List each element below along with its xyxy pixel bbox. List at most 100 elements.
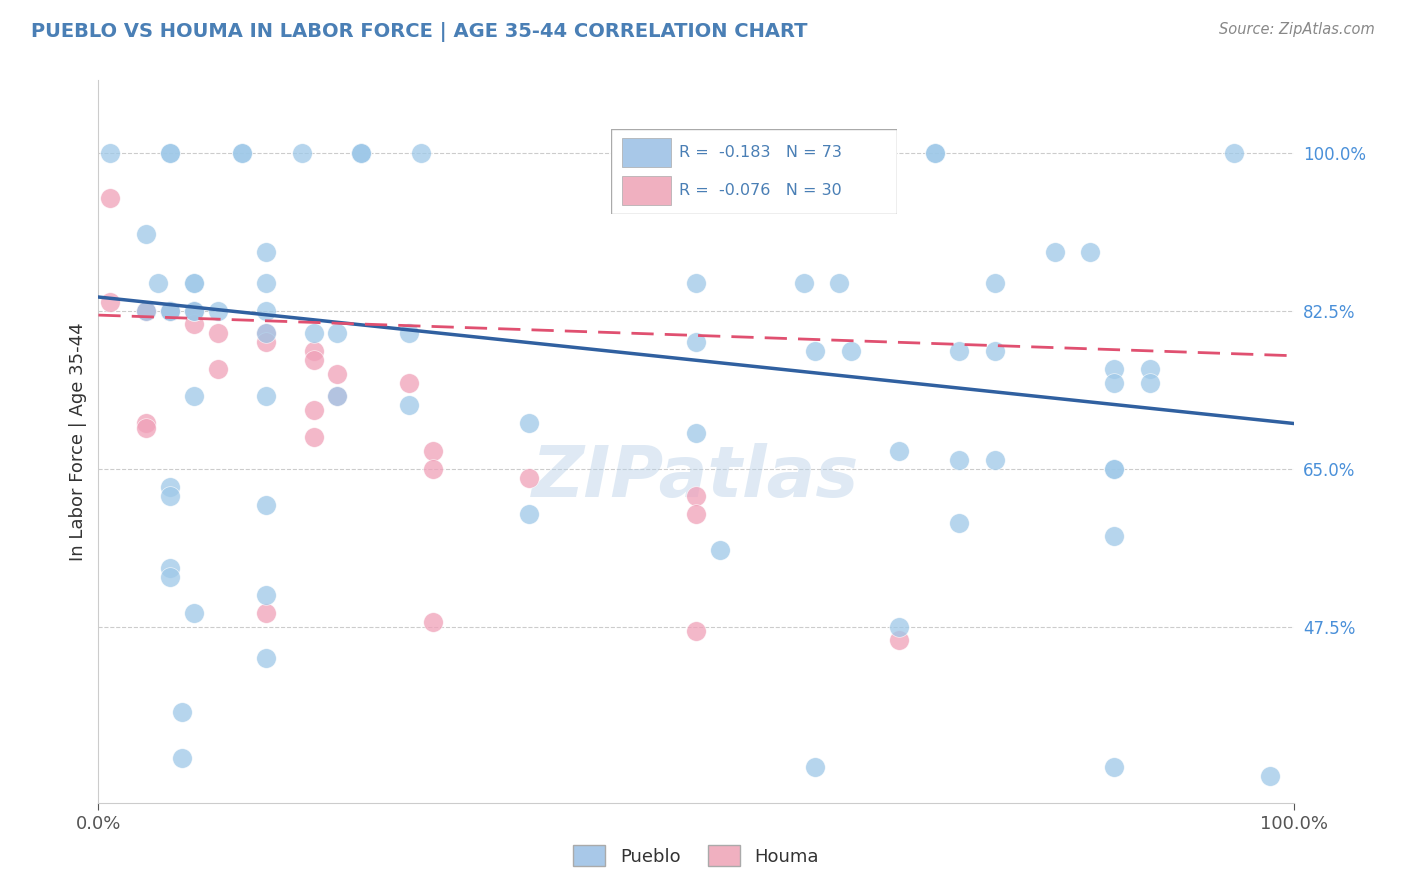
Point [302, 353, 325, 368]
Point [302, 430, 325, 444]
Point [183, 277, 205, 291]
Point [148, 277, 170, 291]
Point [135, 227, 157, 241]
Point [302, 344, 325, 359]
Point [709, 542, 731, 557]
Point [924, 145, 946, 160]
Point [1043, 244, 1066, 259]
Point [1258, 769, 1281, 783]
Point [422, 443, 444, 458]
Point [1080, 244, 1102, 259]
Point [207, 326, 229, 341]
Point [183, 303, 205, 318]
Point [172, 750, 194, 764]
Point [183, 389, 205, 403]
Point [517, 471, 540, 485]
Point [1104, 760, 1126, 774]
Point [948, 452, 970, 467]
Point [254, 326, 277, 341]
Y-axis label: In Labor Force | Age 35-44: In Labor Force | Age 35-44 [69, 322, 87, 561]
Point [398, 376, 420, 390]
Point [350, 145, 373, 160]
Point [231, 145, 253, 160]
Point [948, 344, 970, 359]
Point [254, 335, 277, 350]
Point [172, 706, 194, 720]
Point [889, 443, 911, 458]
Point [804, 344, 827, 359]
Point [1104, 461, 1126, 475]
Point [135, 303, 157, 318]
Point [159, 303, 181, 318]
Point [889, 620, 911, 634]
Point [984, 344, 1007, 359]
Point [828, 277, 851, 291]
Point [159, 489, 181, 503]
Point [254, 244, 277, 259]
Point [254, 498, 277, 512]
Point [685, 277, 707, 291]
Text: Source: ZipAtlas.com: Source: ZipAtlas.com [1219, 22, 1375, 37]
Point [159, 561, 181, 575]
Point [780, 145, 803, 160]
Point [207, 362, 229, 376]
Point [398, 398, 420, 412]
Point [1104, 362, 1126, 376]
Point [135, 303, 157, 318]
Point [183, 277, 205, 291]
Point [841, 344, 863, 359]
Point [517, 417, 540, 431]
Bar [623, 138, 671, 168]
Point [135, 421, 157, 435]
Point [159, 480, 181, 494]
Point [302, 326, 325, 341]
Point [984, 277, 1007, 291]
Point [924, 145, 946, 160]
Point [350, 145, 373, 160]
Point [159, 145, 181, 160]
Text: R =  -0.076   N = 30: R = -0.076 N = 30 [679, 183, 842, 198]
Point [422, 615, 444, 630]
Point [254, 651, 277, 665]
Point [1223, 145, 1246, 160]
Point [350, 145, 373, 160]
Point [135, 303, 157, 318]
Point [159, 145, 181, 160]
Point [889, 633, 911, 648]
Text: ZIPatlas: ZIPatlas [533, 443, 859, 512]
Point [326, 326, 349, 341]
Point [207, 303, 229, 318]
Legend: Pueblo, Houma: Pueblo, Houma [565, 838, 827, 873]
Point [685, 624, 707, 639]
Point [780, 145, 803, 160]
Point [254, 389, 277, 403]
Point [780, 145, 803, 160]
Point [517, 507, 540, 521]
Point [326, 389, 349, 403]
Point [685, 489, 707, 503]
Point [1139, 376, 1161, 390]
Point [685, 335, 707, 350]
Point [685, 507, 707, 521]
Point [984, 452, 1007, 467]
Point [183, 303, 205, 318]
Bar [623, 176, 671, 205]
Point [159, 570, 181, 584]
Point [98, 145, 122, 160]
Point [793, 277, 815, 291]
Point [326, 367, 349, 381]
Point [1104, 376, 1126, 390]
Text: PUEBLO VS HOUMA IN LABOR FORCE | AGE 35-44 CORRELATION CHART: PUEBLO VS HOUMA IN LABOR FORCE | AGE 35-… [31, 22, 807, 42]
Point [159, 303, 181, 318]
Point [1104, 529, 1126, 543]
Point [254, 606, 277, 620]
Point [948, 516, 970, 530]
Point [685, 425, 707, 440]
Point [254, 277, 277, 291]
Point [291, 145, 314, 160]
Point [254, 588, 277, 602]
Point [135, 417, 157, 431]
Point [804, 760, 827, 774]
Point [1139, 362, 1161, 376]
Point [183, 317, 205, 331]
